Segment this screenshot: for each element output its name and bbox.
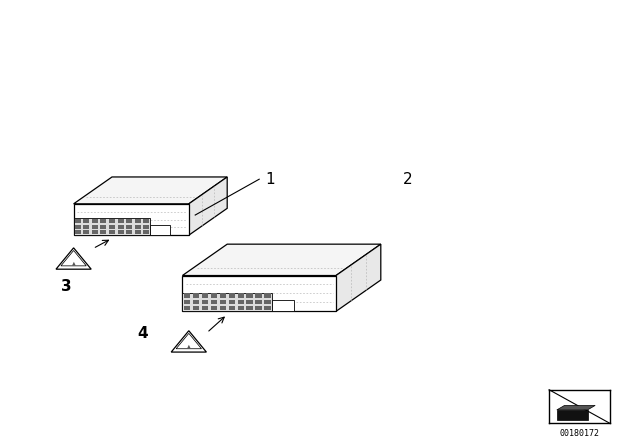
Polygon shape [255, 306, 262, 310]
Polygon shape [202, 306, 208, 310]
Polygon shape [246, 293, 253, 298]
Polygon shape [211, 300, 217, 304]
Polygon shape [246, 300, 253, 304]
Polygon shape [143, 230, 149, 234]
Polygon shape [126, 219, 132, 223]
Polygon shape [220, 306, 226, 310]
Polygon shape [143, 219, 149, 223]
Polygon shape [202, 300, 208, 304]
Polygon shape [150, 225, 170, 235]
Polygon shape [557, 410, 588, 420]
Polygon shape [184, 306, 190, 310]
Polygon shape [134, 225, 141, 228]
Polygon shape [118, 230, 124, 234]
Polygon shape [211, 306, 217, 310]
Polygon shape [74, 177, 227, 204]
Polygon shape [134, 230, 141, 234]
Polygon shape [75, 225, 81, 228]
Polygon shape [557, 405, 595, 410]
Text: 4: 4 [138, 326, 148, 341]
Text: ▲: ▲ [187, 343, 191, 348]
Polygon shape [172, 331, 206, 352]
Polygon shape [228, 293, 235, 298]
Polygon shape [220, 300, 226, 304]
Polygon shape [118, 219, 124, 223]
Polygon shape [237, 300, 244, 304]
Polygon shape [272, 300, 294, 311]
Polygon shape [109, 219, 115, 223]
Polygon shape [83, 219, 90, 223]
Polygon shape [75, 219, 81, 223]
Text: 3: 3 [61, 279, 72, 294]
Polygon shape [264, 306, 271, 310]
Polygon shape [220, 293, 226, 298]
Polygon shape [336, 244, 381, 311]
Polygon shape [92, 225, 98, 228]
Text: 2: 2 [403, 172, 413, 187]
Polygon shape [134, 219, 141, 223]
Polygon shape [264, 300, 271, 304]
Polygon shape [92, 219, 98, 223]
Polygon shape [109, 225, 115, 228]
Polygon shape [100, 219, 106, 223]
Polygon shape [237, 293, 244, 298]
Polygon shape [182, 276, 336, 311]
Polygon shape [118, 225, 124, 228]
Polygon shape [143, 225, 149, 228]
Text: 00180172: 00180172 [559, 429, 600, 438]
Polygon shape [83, 230, 90, 234]
Polygon shape [193, 293, 199, 298]
Polygon shape [126, 225, 132, 228]
Polygon shape [100, 225, 106, 228]
Polygon shape [75, 230, 81, 234]
Polygon shape [182, 244, 381, 276]
Polygon shape [189, 177, 227, 235]
Polygon shape [109, 230, 115, 234]
Polygon shape [92, 230, 98, 234]
Polygon shape [228, 306, 235, 310]
Polygon shape [264, 293, 271, 298]
Text: ▲: ▲ [72, 260, 76, 265]
Polygon shape [83, 225, 90, 228]
Polygon shape [255, 300, 262, 304]
Polygon shape [184, 300, 190, 304]
Polygon shape [184, 293, 190, 298]
Polygon shape [211, 293, 217, 298]
Text: 1: 1 [266, 172, 275, 187]
Polygon shape [126, 230, 132, 234]
Polygon shape [100, 230, 106, 234]
Polygon shape [228, 300, 235, 304]
Polygon shape [202, 293, 208, 298]
Polygon shape [56, 248, 92, 269]
Polygon shape [193, 300, 199, 304]
Polygon shape [193, 306, 199, 310]
Polygon shape [255, 293, 262, 298]
Polygon shape [74, 204, 189, 235]
Polygon shape [182, 293, 272, 311]
Polygon shape [237, 306, 244, 310]
Polygon shape [246, 306, 253, 310]
Polygon shape [74, 218, 150, 235]
